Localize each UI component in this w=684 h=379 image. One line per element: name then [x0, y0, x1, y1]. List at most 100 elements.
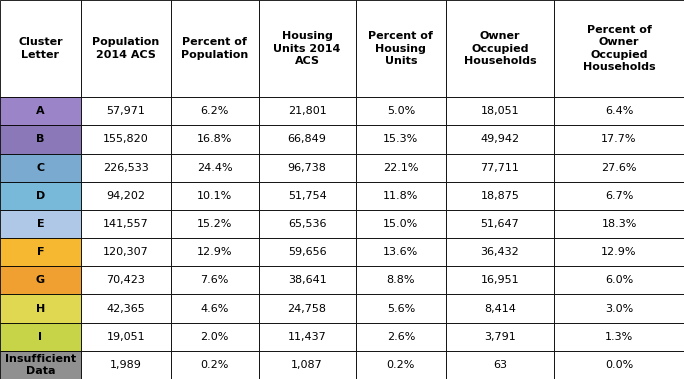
Bar	[554, 238, 684, 266]
Bar	[0, 153, 81, 182]
Text: 0.2%: 0.2%	[200, 360, 229, 370]
Bar	[554, 125, 684, 153]
Bar	[356, 0, 446, 97]
Text: 18,875: 18,875	[481, 191, 519, 201]
Text: D: D	[36, 191, 45, 201]
Bar	[356, 97, 446, 125]
Text: H: H	[36, 304, 45, 313]
Text: 10.1%: 10.1%	[197, 191, 233, 201]
Text: 24.4%: 24.4%	[197, 163, 233, 172]
Text: 15.3%: 15.3%	[383, 135, 419, 144]
Bar	[356, 125, 446, 153]
Bar	[81, 294, 171, 323]
Bar	[259, 351, 356, 379]
Text: 66,849: 66,849	[288, 135, 326, 144]
Text: 7.6%: 7.6%	[200, 276, 229, 285]
Text: 51,754: 51,754	[288, 191, 326, 201]
Text: 51,647: 51,647	[481, 219, 519, 229]
Text: Percent of
Housing
Units: Percent of Housing Units	[369, 31, 433, 66]
Bar	[171, 351, 259, 379]
Text: 70,423: 70,423	[107, 276, 145, 285]
Text: 42,365: 42,365	[107, 304, 145, 313]
Bar	[81, 97, 171, 125]
Bar	[446, 210, 554, 238]
Bar	[0, 0, 81, 97]
Bar	[81, 351, 171, 379]
Bar	[446, 125, 554, 153]
Text: 22.1%: 22.1%	[383, 163, 419, 172]
Bar	[446, 294, 554, 323]
Bar	[446, 266, 554, 294]
Bar	[259, 0, 356, 97]
Text: Percent of
Population: Percent of Population	[181, 38, 248, 60]
Text: 77,711: 77,711	[481, 163, 519, 172]
Text: C: C	[36, 163, 44, 172]
Text: 6.0%: 6.0%	[605, 276, 633, 285]
Text: 65,536: 65,536	[288, 219, 326, 229]
Bar	[171, 210, 259, 238]
Bar	[171, 182, 259, 210]
Text: Percent of
Owner
Occupied
Households: Percent of Owner Occupied Households	[583, 25, 655, 72]
Bar	[171, 125, 259, 153]
Text: G: G	[36, 276, 45, 285]
Text: 8,414: 8,414	[484, 304, 516, 313]
Bar	[356, 182, 446, 210]
Text: 11,437: 11,437	[288, 332, 326, 342]
Bar	[356, 294, 446, 323]
Bar	[446, 97, 554, 125]
Bar	[554, 266, 684, 294]
Text: Housing
Units 2014
ACS: Housing Units 2014 ACS	[274, 31, 341, 66]
Text: Cluster
Letter: Cluster Letter	[18, 38, 63, 60]
Bar	[171, 153, 259, 182]
Text: 16.8%: 16.8%	[197, 135, 233, 144]
Bar	[259, 210, 356, 238]
Bar	[259, 266, 356, 294]
Bar	[554, 294, 684, 323]
Text: 6.2%: 6.2%	[200, 106, 229, 116]
Text: 155,820: 155,820	[103, 135, 148, 144]
Bar	[554, 323, 684, 351]
Bar	[0, 266, 81, 294]
Text: 4.6%: 4.6%	[200, 304, 229, 313]
Bar	[0, 323, 81, 351]
Text: 6.4%: 6.4%	[605, 106, 633, 116]
Bar	[81, 153, 171, 182]
Text: 2.6%: 2.6%	[386, 332, 415, 342]
Text: 15.2%: 15.2%	[197, 219, 233, 229]
Text: 63: 63	[493, 360, 507, 370]
Bar	[259, 125, 356, 153]
Bar	[171, 97, 259, 125]
Bar	[81, 210, 171, 238]
Bar	[0, 97, 81, 125]
Bar	[0, 351, 81, 379]
Text: B: B	[36, 135, 44, 144]
Bar	[259, 97, 356, 125]
Text: 36,432: 36,432	[481, 247, 519, 257]
Text: 12.9%: 12.9%	[601, 247, 637, 257]
Text: 3.0%: 3.0%	[605, 304, 633, 313]
Text: 1,087: 1,087	[291, 360, 323, 370]
Bar	[356, 266, 446, 294]
Bar	[446, 182, 554, 210]
Bar	[0, 238, 81, 266]
Text: 5.6%: 5.6%	[386, 304, 415, 313]
Text: 5.0%: 5.0%	[386, 106, 415, 116]
Text: Population
2014 ACS: Population 2014 ACS	[92, 38, 159, 60]
Bar	[81, 125, 171, 153]
Bar	[259, 182, 356, 210]
Bar	[554, 0, 684, 97]
Text: 27.6%: 27.6%	[601, 163, 637, 172]
Text: 11.8%: 11.8%	[383, 191, 419, 201]
Bar	[171, 294, 259, 323]
Text: 1.3%: 1.3%	[605, 332, 633, 342]
Text: 8.8%: 8.8%	[386, 276, 415, 285]
Bar	[259, 294, 356, 323]
Bar	[81, 323, 171, 351]
Bar	[554, 210, 684, 238]
Bar	[446, 238, 554, 266]
Bar	[259, 238, 356, 266]
Bar	[81, 238, 171, 266]
Text: 1,989: 1,989	[110, 360, 142, 370]
Text: F: F	[37, 247, 44, 257]
Text: 0.0%: 0.0%	[605, 360, 633, 370]
